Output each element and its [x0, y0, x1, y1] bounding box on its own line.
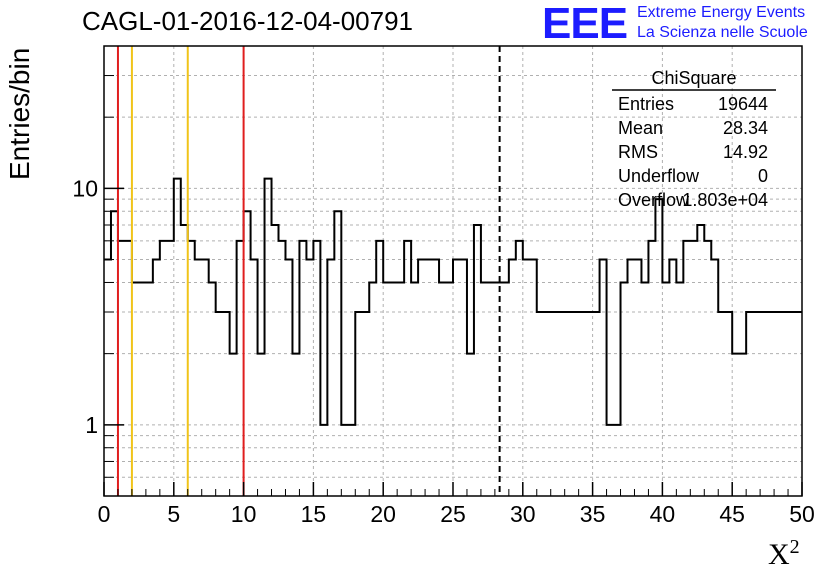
y-axis-ticks: 1 10	[72, 75, 124, 478]
logo-line-2: La Scienza nelle Scuole	[637, 24, 808, 41]
logo-line-1: Extreme Energy Events	[637, 4, 806, 21]
stats-value: 14.92	[723, 142, 768, 162]
x-tick-label: 25	[440, 501, 466, 527]
x-tick-label: 10	[231, 501, 257, 527]
stats-value: 1.803e+04	[682, 190, 768, 210]
histogram-series	[104, 177, 802, 426]
stats-label: Overflow	[618, 190, 690, 210]
y-tick-label: 10	[72, 175, 98, 201]
stats-label: Mean	[618, 118, 663, 138]
chart-title: CAGL-01-2016-12-04-00791	[82, 6, 413, 36]
x-axis-label: X2	[768, 536, 800, 571]
x-tick-label: 45	[719, 501, 745, 527]
stats-value: 19644	[718, 94, 768, 114]
x-tick-label: 30	[510, 501, 536, 527]
x-tick-label: 35	[580, 501, 606, 527]
stats-title: ChiSquare	[651, 68, 736, 88]
x-axis-ticks: 0 5 10 15 20 25 30 35 40 45 50	[98, 482, 815, 527]
stats-label: Entries	[618, 94, 674, 114]
stats-label: RMS	[618, 142, 658, 162]
x-tick-label: 0	[98, 501, 111, 527]
x-tick-label: 50	[789, 501, 815, 527]
stats-value: 0	[758, 166, 768, 186]
stats-box: ChiSquare Entries 19644 Mean 28.34 RMS 14.92 Un…	[612, 68, 776, 210]
x-tick-label: 15	[301, 501, 327, 527]
marker-lines	[116, 46, 501, 496]
stats-value: 28.34	[723, 118, 768, 138]
logo-mark: EEE	[542, 0, 628, 48]
x-tick-label: 5	[167, 501, 180, 527]
x-tick-label: 40	[650, 501, 676, 527]
histogram-bars	[104, 177, 802, 426]
eee-logo: EEE Extreme Energy Events La Scienza nel…	[542, 2, 832, 46]
y-tick-label: 1	[85, 412, 98, 438]
stats-label: Underflow	[618, 166, 700, 186]
x-tick-label: 20	[370, 501, 396, 527]
